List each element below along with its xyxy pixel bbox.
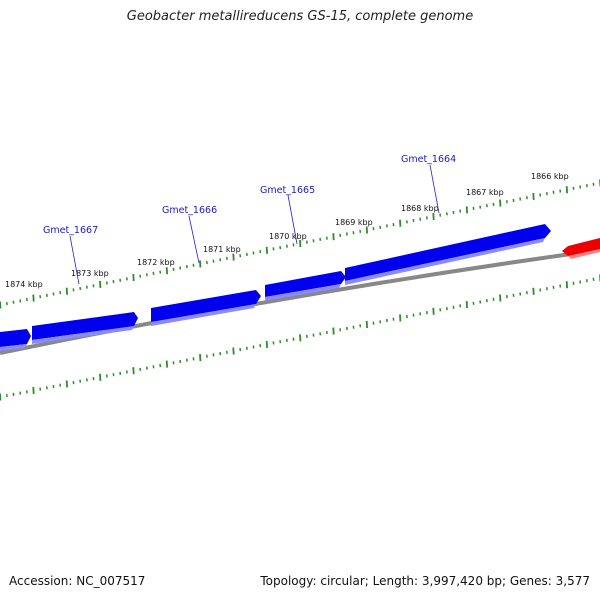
- gene-label[interactable]: Gmet_1664: [401, 154, 456, 165]
- outer-scale-ticks: [0, 179, 600, 309]
- scale-label: 1874 kbp: [5, 280, 43, 289]
- gene-feature-reverse[interactable]: [562, 238, 600, 259]
- gene-label-leader: [188, 215, 200, 264]
- gene-feature-partial[interactable]: [0, 329, 31, 351]
- map-title: Geobacter metallireducens GS-15, complet…: [126, 9, 474, 24]
- gene-label[interactable]: Gmet_1666: [162, 205, 217, 216]
- scale-label: 1871 kbp: [203, 245, 241, 254]
- gene-label-leader: [287, 194, 298, 245]
- accession-text: Accession: NC_007517: [9, 574, 146, 588]
- scale-label: 1866 kbp: [531, 172, 569, 181]
- gene-feature-gmet-1665[interactable]: [265, 271, 346, 301]
- gene-feature-gmet-1664[interactable]: [345, 224, 551, 285]
- scale-label: 1868 kbp: [401, 204, 439, 213]
- scale-label: 1867 kbp: [466, 188, 504, 197]
- gene-feature-gmet-1667[interactable]: [32, 312, 138, 344]
- scale-label: 1872 kbp: [137, 258, 175, 267]
- genome-stats-text: Topology: circular; Length: 3,997,420 bp…: [260, 574, 590, 588]
- scale-label: 1870 kbp: [269, 232, 307, 241]
- gene-label[interactable]: Gmet_1665: [260, 185, 315, 196]
- gene-label-leader: [429, 164, 440, 214]
- inner-scale-ticks: [0, 274, 600, 401]
- gene-label-leader: [69, 235, 80, 285]
- scale-label: 1869 kbp: [335, 218, 373, 227]
- scale-label: 1873 kbp: [71, 269, 109, 278]
- gene-feature-gmet-1666[interactable]: [151, 290, 261, 326]
- gene-label[interactable]: Gmet_1667: [43, 225, 98, 236]
